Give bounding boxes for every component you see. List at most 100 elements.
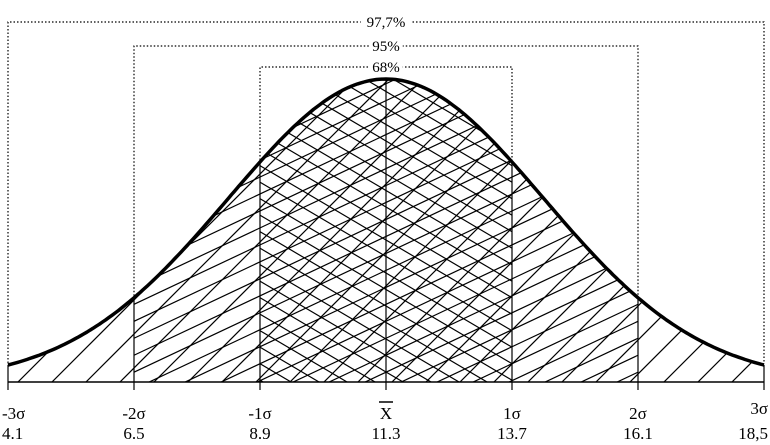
hatch-middle-line-22 [134, 79, 638, 382]
hatch-middle-line-5 [134, 79, 181, 382]
hatch-outer-line-15 [109, 79, 511, 382]
hatch-outer-line-33 [721, 79, 764, 382]
hatch-middle-line-29 [343, 79, 638, 382]
value-label-11-3: 11.3 [371, 424, 400, 443]
interval-label-97-7: 97,7% [367, 15, 406, 31]
sigma-vertical-lines [7, 79, 765, 390]
hatch-inner-line-25 [260, 79, 512, 382]
hatch-outer-line-13 [41, 79, 443, 382]
hatch-middle-line-38 [668, 62, 770, 392]
hatch-middle-line-28 [307, 79, 638, 382]
hatch-middle-line-8 [134, 79, 289, 382]
hatch-outer-line-4 [8, 79, 137, 382]
hatch-inner-line-15 [260, 79, 421, 382]
hatch-outer-line-16 [143, 79, 545, 382]
interval-labels: 68% 95% 97,7% [360, 13, 412, 76]
hatch-outer-line-6 [8, 79, 205, 382]
hatch-middle-line-36 [595, 79, 638, 382]
hatch-outer-line-28 [551, 79, 764, 382]
value-label-6-5: 6.5 [123, 424, 144, 443]
hatch-inner-line-6 [0, 62, 168, 392]
hatch-outer-line-31 [653, 79, 764, 382]
hatch-outer-line-1 [8, 79, 35, 382]
hatch-inner-line-10 [260, 79, 281, 382]
hatch-inner-line-14 [260, 79, 393, 382]
hatch-inner-line-44 [672, 62, 770, 392]
bracket-68 [259, 66, 513, 160]
hatch-inner-line-24 [260, 79, 512, 382]
hatch-inner-line-33 [363, 79, 512, 382]
interval-label-95: 95% [372, 39, 400, 55]
hatch-middle-line-4 [134, 79, 145, 382]
hatch-middle-line-14 [134, 79, 505, 382]
hatch-outer-line-34 [755, 79, 764, 382]
hatch-middle-line-40 [740, 62, 770, 392]
hatch-middle-line-31 [415, 79, 638, 382]
value-label-16-1: 16.1 [623, 424, 653, 443]
interval-label-68: 68% [372, 60, 400, 76]
hatch-inner-line-22 [260, 79, 512, 382]
hatch-outer-line-29 [585, 79, 764, 382]
hatch-outer-line-30 [619, 79, 764, 382]
hatch-outer-line-11 [8, 79, 375, 382]
hatch-outer-line-32 [687, 79, 764, 382]
hatch-outer-line-2 [8, 79, 69, 382]
tick-label-minus-3-sigma: -3σ [2, 404, 25, 423]
value-label-4-1: 4.1 [2, 424, 23, 443]
hatch-inner-line-8 [0, 62, 224, 392]
hatch-inner-line-12 [260, 79, 337, 382]
hatch-middle-line-30 [379, 79, 638, 382]
hatch-inner-line-38 [503, 79, 512, 382]
tick-label-2-sigma: 2σ [629, 404, 647, 423]
hatch-inner-line-21 [260, 79, 512, 382]
value-label-8-9: 8.9 [249, 424, 270, 443]
hatch-middle-line-13 [134, 79, 469, 382]
tick-label-minus-2-sigma: -2σ [122, 404, 145, 423]
hatch-middle-line-6 [134, 79, 217, 382]
hatch-inner-line-41 [588, 62, 770, 392]
tick-label-1-sigma: 1σ [503, 404, 521, 423]
hatch-inner-line-13 [260, 79, 365, 382]
hatch-outer-line-14 [75, 79, 477, 382]
hatch-inner-line-36 [447, 79, 512, 382]
hatch-inner-line-20 [260, 79, 512, 382]
tick-label-3-sigma: 3σ [750, 399, 768, 418]
hatch-outer-line-19 [245, 79, 647, 382]
hatch-outer-line-21 [313, 79, 715, 382]
hatch-inner-line-40 [560, 62, 770, 392]
hatch-outer-line-26 [483, 79, 764, 382]
hatch-inner-line-23 [260, 79, 512, 382]
bell-curve [7, 77, 765, 367]
hatch-inner-line-30 [279, 79, 512, 382]
tick-label-minus-1-sigma: -1σ [248, 404, 271, 423]
value-label-13-7: 13.7 [497, 424, 527, 443]
tick-labels: -3σ -2σ -1σ X 1σ 2σ 3σ [2, 399, 768, 423]
hatch-middle-line-32 [451, 79, 638, 382]
hatch-middle-line-21 [134, 79, 638, 382]
hatch-middle-line-33 [487, 79, 638, 382]
hatch-middle-line-12 [134, 79, 433, 382]
value-labels: 4.1 6.5 8.9 11.3 13.7 16.1 18,5 [2, 424, 768, 443]
hatch-middle-line-1 [0, 62, 36, 392]
hatch-inner-line-42 [616, 62, 770, 392]
hatch-inner-line-17 [260, 79, 477, 382]
hatch-inner-line-29 [260, 79, 512, 382]
hatch-middle-line-25 [199, 79, 638, 382]
hatch-inner-pattern [0, 62, 770, 392]
hatch-inner-line-46 [728, 62, 770, 392]
hatch-inner-line-28 [260, 79, 512, 382]
hatch-middle-line-35 [559, 79, 638, 382]
hatch-inner-line-2 [0, 62, 56, 392]
value-label-18-5: 18,5 [738, 424, 768, 443]
hatch-middle-line-39 [704, 62, 770, 392]
tick-label-mean: X [380, 404, 392, 423]
hatch-inner-line-45 [700, 62, 770, 392]
hatch-inner-line-7 [0, 62, 196, 392]
hatch-middle-line-2 [0, 62, 72, 392]
hatch-middle-line-24 [163, 79, 638, 382]
hatch-inner-line-4 [0, 62, 112, 392]
hatch-middle-pattern [0, 62, 770, 392]
hatch-middle-line-34 [523, 79, 638, 382]
hatch-inner-line-18 [260, 79, 505, 382]
hatch-inner-line-35 [419, 79, 512, 382]
